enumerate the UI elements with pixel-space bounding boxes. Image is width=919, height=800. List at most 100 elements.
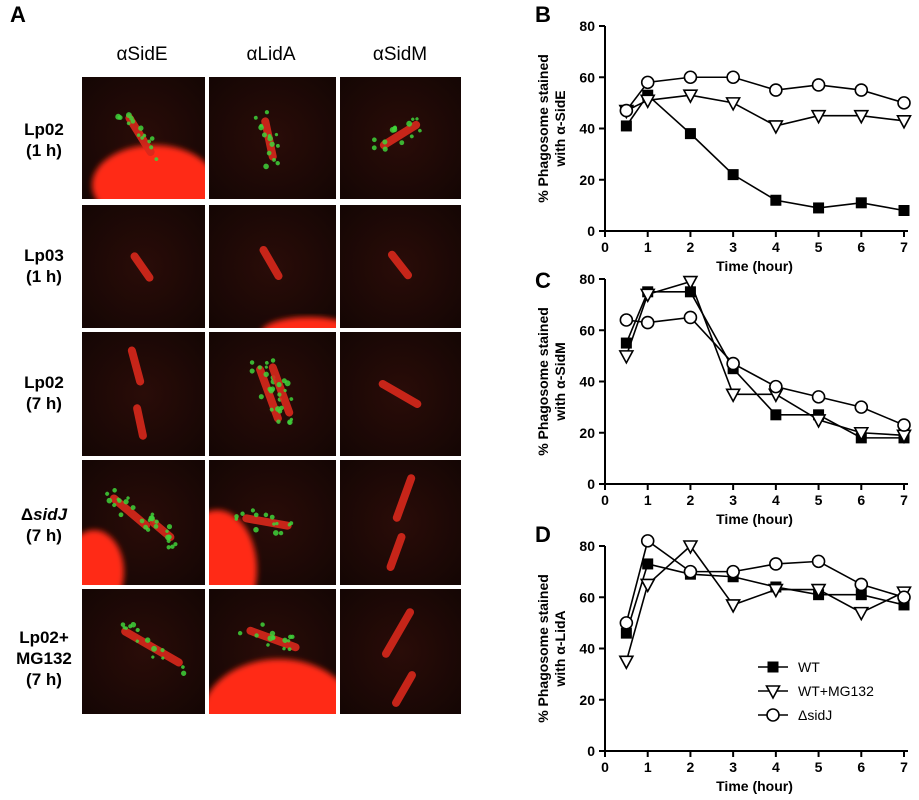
- row-label-lp02-7h: Lp02 (7 h): [6, 372, 82, 414]
- panel-letter-d: D: [535, 522, 551, 547]
- series-line: [625, 291, 904, 439]
- data-point: [897, 590, 911, 605]
- data-point: [811, 390, 826, 404]
- data-point: [726, 356, 740, 371]
- panel-letter-a: A: [10, 2, 26, 27]
- data-point: [810, 583, 827, 599]
- legend-label: ΔsidJ: [798, 707, 832, 723]
- row-time: (7 h): [26, 526, 62, 545]
- data-point: [682, 275, 699, 291]
- micrograph-image: [82, 460, 205, 585]
- data-point: [619, 313, 634, 327]
- data-point: [898, 205, 910, 216]
- row-time: (1 h): [26, 141, 62, 160]
- y-tick-label: 40: [579, 121, 595, 137]
- x-axis-label: Time (hour): [716, 258, 793, 274]
- data-point: [813, 202, 825, 214]
- data-point: [726, 564, 740, 579]
- y-tick-label: 80: [579, 18, 595, 34]
- row-label-lp02-1h: Lp02 (1 h): [6, 119, 82, 161]
- data-point: [639, 288, 656, 304]
- data-point: [619, 103, 634, 118]
- x-tick-label: 1: [644, 239, 652, 255]
- data-point: [768, 583, 784, 599]
- data-point: [769, 83, 783, 97]
- y-tick-label: 0: [587, 476, 595, 492]
- row-time: (7 h): [26, 394, 62, 413]
- y-tick-label: 80: [579, 271, 595, 287]
- row-strain: Lp03: [24, 246, 64, 265]
- row-treatment: MG132: [16, 649, 72, 668]
- series-2: [619, 310, 911, 432]
- micrograph-image: [209, 460, 336, 585]
- data-point: [811, 554, 826, 569]
- data-point: [620, 627, 632, 639]
- data-point: [682, 89, 699, 104]
- x-tick-label: 5: [815, 759, 823, 775]
- data-point: [683, 310, 698, 325]
- data-point: [854, 577, 869, 592]
- row-time: (1 h): [26, 267, 62, 286]
- row-time: (7 h): [26, 670, 62, 689]
- data-point: [896, 115, 912, 130]
- micrograph-image: [209, 589, 336, 714]
- data-point: [683, 70, 698, 85]
- x-tick-label: 5: [815, 492, 823, 508]
- data-point: [855, 589, 867, 601]
- series-1: [618, 89, 912, 135]
- panel-letter-b: B: [535, 2, 551, 27]
- column-header-lidA: αLidA: [246, 44, 296, 65]
- x-tick-label: 4: [772, 759, 780, 775]
- x-tick-label: 1: [644, 492, 652, 508]
- y-tick-label: 60: [579, 322, 595, 338]
- series-line: [626, 316, 905, 426]
- data-point: [642, 558, 654, 570]
- series-line: [625, 76, 905, 112]
- series-2: [619, 70, 911, 118]
- data-point: [810, 109, 827, 125]
- data-point: [618, 655, 635, 670]
- series-2: [619, 534, 911, 630]
- y-tick-label: 0: [587, 743, 595, 759]
- data-point: [726, 70, 740, 85]
- y-tick-label: 60: [579, 589, 595, 605]
- data-point: [725, 388, 741, 403]
- data-point: [853, 606, 870, 622]
- data-point: [725, 97, 741, 112]
- x-tick-label: 0: [601, 239, 609, 255]
- y-tick-label: 0: [587, 223, 595, 239]
- x-tick-label: 7: [900, 759, 908, 775]
- panel-letter-c: C: [535, 268, 551, 293]
- legend: WT WT+MG132 ΔsidJ: [758, 659, 874, 723]
- x-tick-label: 3: [729, 239, 737, 255]
- data-point: [898, 599, 910, 611]
- column-header-sidM: αSidM: [372, 44, 428, 65]
- data-point: [768, 120, 784, 135]
- row-strain: Lp02: [24, 120, 64, 139]
- x-tick-label: 4: [772, 492, 780, 508]
- line-chart-c: 0 20 40 60 80 0 1 2 3 4 5 6 7 Time (hour) % Phagosome …: [535, 271, 912, 527]
- y-tick-label: 20: [579, 692, 595, 708]
- x-tick-label: 0: [601, 759, 609, 775]
- data-point: [769, 379, 783, 394]
- x-tick-label: 5: [815, 239, 823, 255]
- x-tick-label: 3: [729, 492, 737, 508]
- data-point: [684, 128, 696, 140]
- micrograph-image: [82, 205, 205, 328]
- series-line: [625, 544, 905, 662]
- micrograph-image: [82, 589, 205, 714]
- micrograph-image: [209, 77, 336, 199]
- x-tick-label: 7: [900, 492, 908, 508]
- y-tick-label: 40: [579, 374, 595, 390]
- data-point: [640, 75, 655, 90]
- y-tick-label: 20: [579, 425, 595, 441]
- data-point: [639, 578, 656, 594]
- data-point: [770, 194, 782, 206]
- data-point: [897, 418, 911, 432]
- micrograph-image: [340, 332, 461, 456]
- series-1: [618, 275, 912, 444]
- legend-label: WT: [798, 659, 820, 675]
- y-tick-label: 80: [579, 538, 595, 554]
- row-strain: Lp02: [24, 373, 64, 392]
